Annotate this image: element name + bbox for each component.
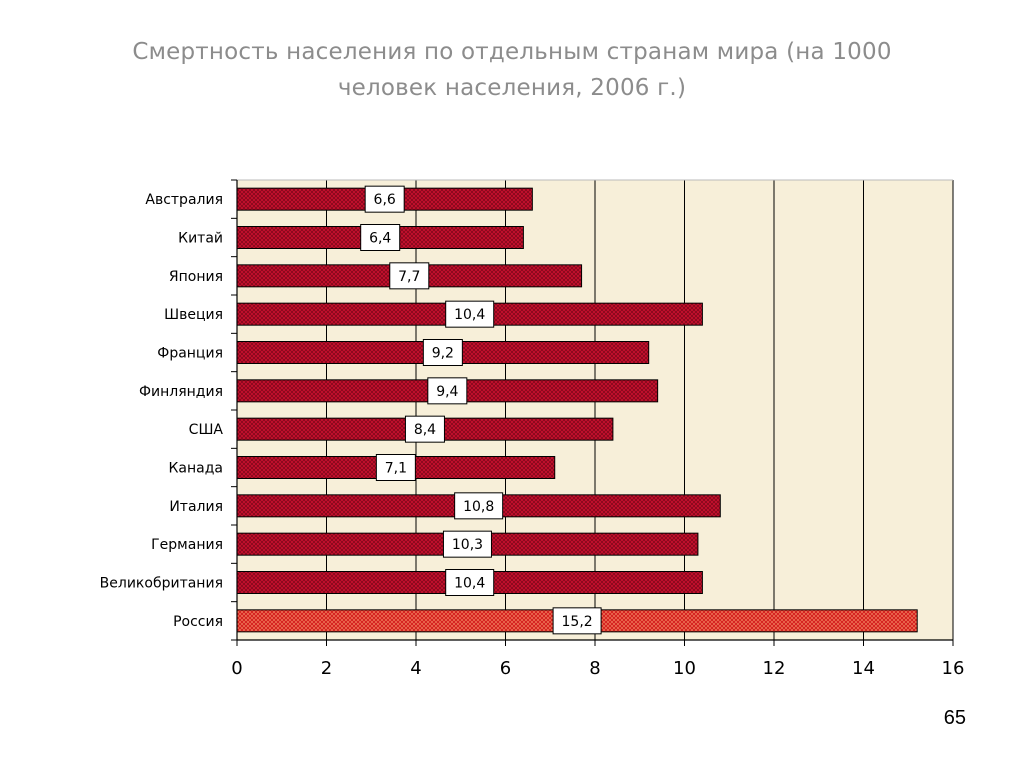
data-label-box [389, 262, 430, 290]
x-tick-label: 10 [673, 658, 696, 679]
category-label: Швеция [164, 307, 223, 323]
x-tick-label: 2 [321, 658, 332, 679]
data-label-box [360, 224, 401, 251]
data-label-box [375, 454, 416, 481]
category-label: Италия [169, 499, 223, 515]
x-tick-label: 16 [942, 658, 965, 679]
data-label-box [442, 530, 492, 558]
data-label: 9,4 [436, 384, 458, 400]
category-label: Россия [173, 614, 223, 630]
data-label-box [454, 492, 504, 520]
data-label: 6,4 [369, 231, 391, 247]
data-label-box [364, 185, 405, 213]
data-label: 8,4 [414, 422, 436, 438]
data-label: 10,4 [454, 576, 485, 592]
x-tick-label: 6 [500, 658, 511, 679]
data-label: 15,2 [562, 614, 593, 630]
data-label: 10,4 [454, 307, 485, 323]
data-label: 10,3 [452, 537, 483, 553]
data-label-box [422, 339, 463, 366]
x-tick-label: 0 [231, 658, 242, 679]
x-tick-label: 14 [852, 658, 875, 679]
category-label: Австралия [145, 192, 223, 208]
category-label: Китай [178, 231, 223, 247]
category-label: США [189, 422, 224, 438]
data-label-box [404, 415, 445, 443]
chart-title-line-2: человек населения, 2006 г.) [337, 75, 687, 101]
category-label: Финляндия [139, 384, 223, 400]
data-label-box [552, 607, 602, 635]
category-label: Великобритания [100, 576, 223, 592]
category-label: Япония [169, 269, 223, 285]
data-label-box [427, 377, 468, 405]
category-label: Германия [151, 537, 223, 553]
x-tick-label: 8 [589, 658, 600, 679]
data-label: 9,2 [432, 346, 454, 362]
page-number: 65 [943, 707, 966, 729]
x-tick-label: 12 [763, 658, 786, 679]
data-label: 7,7 [398, 269, 420, 285]
data-label-box [445, 300, 495, 328]
category-label: Канада [168, 461, 223, 477]
chart-title-line-1: Смертность населения по отдельным страна… [132, 39, 892, 65]
category-label: Франция [157, 346, 223, 362]
data-label: 10,8 [463, 499, 494, 515]
x-tick-label: 4 [410, 658, 421, 679]
data-label-box [445, 569, 495, 596]
data-label: 6,6 [374, 192, 396, 208]
chart-title: Смертность населения по отдельным страна… [0, 34, 1024, 106]
data-label: 7,1 [385, 461, 407, 477]
